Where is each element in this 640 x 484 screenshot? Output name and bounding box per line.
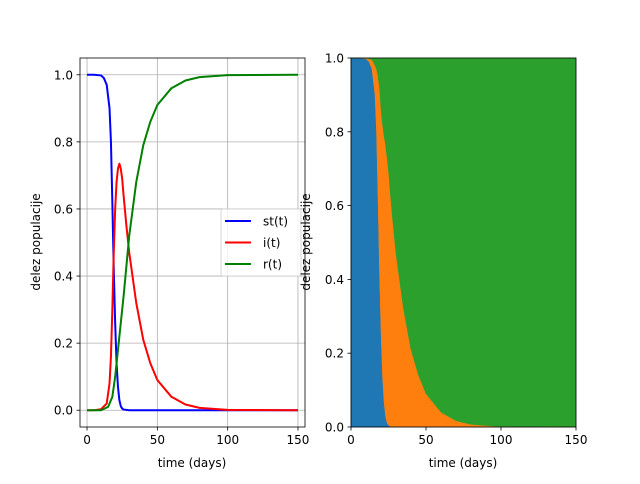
- y-tick-label: 0.2: [325, 347, 344, 361]
- y-axis-ticks: 0.0 0.2 0.4 0.6 0.8 1.0: [325, 52, 351, 435]
- legend-entry-label: st(t): [263, 215, 288, 229]
- x-tick-label: 0: [83, 433, 91, 447]
- y-tick-label: 1.0: [54, 68, 73, 82]
- y-axis-label: delez populacije: [29, 193, 43, 290]
- x-tick-label: 100: [490, 433, 513, 447]
- line-chart: 0 50 100 150 0.0 0.2 0.4 0.6 0.8 1.0 time (days)…: [29, 57, 309, 470]
- y-tick-label: 0.2: [54, 337, 73, 351]
- y-tick-label: 0.0: [325, 421, 344, 435]
- x-tick-label: 150: [565, 433, 588, 447]
- y-axis-label: delez populacije: [299, 193, 313, 290]
- y-tick-label: 0.6: [325, 199, 344, 213]
- x-axis-label: time (days): [429, 456, 498, 470]
- stacked-areas: [350, 57, 577, 428]
- plot-frame: [79, 57, 306, 428]
- series-lines: [87, 73, 298, 412]
- legend-entry-label: i(t): [263, 236, 280, 250]
- series-line-it: [87, 162, 298, 412]
- x-tick-label: 150: [287, 433, 310, 447]
- plot-frame: [350, 57, 577, 428]
- y-axis-ticks: 0.0 0.2 0.4 0.6 0.8 1.0: [54, 68, 80, 418]
- legend-entry-label: r(t): [263, 258, 282, 272]
- legend: st(t) i(t) r(t): [220, 208, 302, 277]
- legend-box: [220, 208, 302, 277]
- x-axis-ticks: 0 50 100 150: [347, 427, 587, 447]
- x-tick-label: 100: [216, 433, 239, 447]
- series-line-rt: [87, 73, 298, 412]
- y-tick-label: 0.8: [54, 135, 73, 149]
- y-tick-label: 0.8: [325, 125, 344, 139]
- y-tick-label: 0.0: [54, 404, 73, 418]
- stacked-area-chart: 0 50 100 150 0.0 0.2 0.4 0.6 0.8 1.0 time (days)…: [299, 52, 587, 471]
- x-tick-label: 50: [150, 433, 165, 447]
- y-tick-label: 0.4: [325, 273, 344, 287]
- y-tick-label: 0.6: [54, 202, 73, 216]
- x-tick-label: 0: [347, 433, 355, 447]
- series-line-stt: [87, 73, 298, 412]
- y-tick-label: 0.4: [54, 270, 73, 284]
- x-tick-label: 50: [418, 433, 433, 447]
- x-axis-label: time (days): [158, 456, 227, 470]
- x-axis-ticks: 0 50 100 150: [83, 427, 309, 447]
- y-tick-label: 1.0: [325, 52, 344, 66]
